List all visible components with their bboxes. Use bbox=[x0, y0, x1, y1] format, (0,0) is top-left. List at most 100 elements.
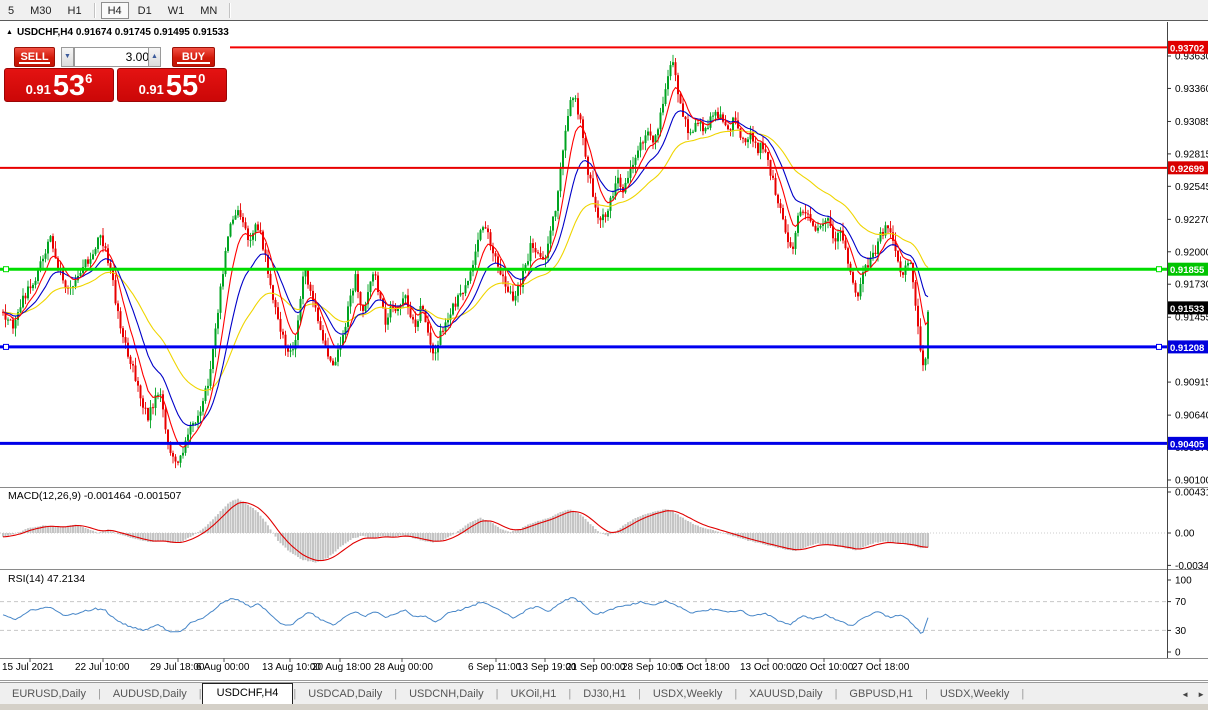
price-tick-label: 0.92270 bbox=[1175, 215, 1208, 226]
sell-button-label: SELL bbox=[20, 51, 49, 63]
tab-separator: | bbox=[495, 688, 499, 700]
tab-separator: | bbox=[293, 688, 297, 700]
chart-tab-bar: EURUSD,Daily | AUDUSD,Daily | USDCHF,H4 | USDC… bbox=[0, 682, 1208, 704]
timeframe-toolbar: 5 M30 H1 H4 D1 W1 MN bbox=[0, 0, 1208, 21]
tab-separator: | bbox=[394, 688, 398, 700]
tab-separator: | bbox=[198, 688, 202, 700]
one-click-trading-panel: ▲ USDCHF,H4 0.91674 0.91745 0.91495 0.915… bbox=[0, 22, 230, 104]
buy-price-prefix: 0.91 bbox=[138, 82, 164, 97]
buy-button-label: BUY bbox=[181, 51, 206, 63]
time-axis-label: 20 Aug 18:00 bbox=[312, 662, 371, 673]
sell-price-prefix: 0.91 bbox=[25, 82, 51, 97]
time-axis-label: 6 Sep 11:00 bbox=[468, 662, 522, 673]
time-axis-label: 5 Oct 18:00 bbox=[678, 662, 730, 673]
ma-fast-line bbox=[2, 86, 929, 448]
price-tick-label: 0.90100 bbox=[1175, 475, 1208, 486]
hline-handle[interactable] bbox=[3, 266, 9, 273]
tab-scroll-right-button[interactable]: ► bbox=[1197, 690, 1205, 699]
tab-audusd-daily[interactable]: AUDUSD,Daily bbox=[112, 688, 187, 700]
price-tick-label: 0.92000 bbox=[1175, 247, 1208, 258]
time-axis-label: 28 Sep 10:00 bbox=[622, 662, 682, 673]
macd-indicator-label: MACD(12,26,9) -0.001464 -0.001507 bbox=[8, 490, 182, 502]
tab-scroll-left-button[interactable]: ◄ bbox=[1181, 690, 1190, 699]
macd-signal-line bbox=[2, 501, 929, 562]
buy-price-pip: 0 bbox=[198, 71, 206, 86]
volume-decrease-button[interactable]: ▼ bbox=[61, 47, 74, 67]
time-axis-label: 15 Jul 2021 bbox=[2, 662, 54, 673]
price-line-badge-label: 0.91533 bbox=[1170, 304, 1204, 315]
volume-increase-button[interactable]: ▲ bbox=[148, 47, 161, 67]
time-axis-label: 28 Aug 00:00 bbox=[374, 662, 433, 673]
sell-button[interactable]: SELL bbox=[14, 47, 55, 67]
ma-slow-line bbox=[2, 129, 929, 391]
sell-price-pip: 6 bbox=[85, 71, 93, 86]
tab-separator: | bbox=[925, 688, 928, 700]
price-line-badge-label: 0.93702 bbox=[1170, 43, 1204, 54]
collapse-icon[interactable]: ▲ bbox=[6, 29, 13, 36]
timeframe-button-d1[interactable]: D1 bbox=[131, 2, 159, 19]
buy-price-display[interactable]: 0.91 55 0 bbox=[117, 68, 227, 102]
rsi-axis-label: 100 bbox=[1175, 576, 1192, 587]
rsi-indicator-label: RSI(14) 47.2134 bbox=[8, 573, 86, 585]
hline-handle[interactable] bbox=[1156, 266, 1162, 273]
time-axis-label: 6 Aug 00:00 bbox=[196, 662, 250, 673]
macd-axis-label: 0.00431 bbox=[1175, 488, 1208, 499]
tab-usdx-weekly[interactable]: USDX,Weekly bbox=[939, 688, 1010, 700]
toolbar-separator bbox=[93, 2, 96, 18]
chart-title: ▲ USDCHF,H4 0.91674 0.91745 0.91495 0.915… bbox=[6, 27, 229, 38]
timeframe-button-mn[interactable]: MN bbox=[193, 2, 224, 19]
tab-usdx-weekly[interactable]: USDX,Weekly bbox=[652, 688, 723, 700]
time-axis-label: 22 Jul 10:00 bbox=[75, 662, 130, 673]
chart-title-text: USDCHF,H4 0.91674 0.91745 0.91495 0.9153… bbox=[16, 27, 229, 38]
time-axis-label: 13 Oct 00:00 bbox=[740, 662, 798, 673]
toolbar-separator bbox=[229, 2, 232, 18]
chart-background bbox=[0, 21, 1208, 681]
price-line-badge bbox=[1168, 40, 1208, 54]
volume-input[interactable] bbox=[74, 47, 154, 67]
tab-usdcad-daily[interactable]: USDCAD,Daily bbox=[308, 688, 383, 700]
price-tick-label: 0.92545 bbox=[1175, 182, 1208, 193]
price-line-badge bbox=[1168, 301, 1208, 315]
hline-handle[interactable] bbox=[1156, 343, 1162, 350]
status-strip bbox=[0, 704, 1208, 710]
sell-underline bbox=[19, 62, 50, 64]
timeframe-button-m30[interactable]: M30 bbox=[23, 2, 58, 19]
timeframe-button-5[interactable]: 5 bbox=[1, 2, 21, 19]
price-tick-label: 0.90915 bbox=[1175, 378, 1208, 389]
tab-usdcnh-daily[interactable]: USDCNH,Daily bbox=[409, 688, 484, 700]
macd-axis-label: -0.003405 bbox=[1175, 561, 1208, 572]
tab-eurusd-daily[interactable]: EURUSD,Daily bbox=[12, 688, 86, 700]
ma-mid-line bbox=[2, 110, 929, 426]
rsi-axis-label: 70 bbox=[1175, 597, 1187, 608]
time-axis-label: 21 Sep 00:00 bbox=[566, 662, 626, 673]
timeframe-button-h1[interactable]: H1 bbox=[61, 2, 89, 19]
price-tick-label: 0.91455 bbox=[1175, 313, 1208, 324]
timeframe-button-h4[interactable]: H4 bbox=[100, 1, 129, 19]
price-line-badge-label: 0.90405 bbox=[1170, 439, 1205, 450]
tab-usdchf-h4[interactable]: USDCHF,H4 bbox=[201, 683, 294, 704]
tab-separator: | bbox=[834, 688, 838, 700]
tab-ukoil-h1[interactable]: UKOil,H1 bbox=[510, 688, 557, 700]
sell-price-big: 53 bbox=[52, 70, 86, 103]
tab-xauusd-daily[interactable]: XAUUSD,Daily bbox=[749, 688, 823, 700]
sell-price-display[interactable]: 0.91 53 6 bbox=[4, 68, 114, 102]
buy-button[interactable]: BUY bbox=[172, 47, 215, 67]
time-axis-label: 29 Jul 18:00 bbox=[150, 662, 205, 673]
tab-separator: | bbox=[734, 688, 738, 700]
time-axis-label: 20 Oct 10:00 bbox=[796, 662, 854, 673]
time-axis-label: 13 Aug 10:00 bbox=[262, 662, 321, 673]
price-tick-label: 0.93360 bbox=[1175, 84, 1208, 95]
tab-gbpusd-h1[interactable]: GBPUSD,H1 bbox=[849, 688, 913, 700]
tab-scroll-arrows: ◄ ► bbox=[1181, 690, 1205, 699]
buy-underline bbox=[177, 62, 210, 64]
macd-histogram bbox=[2, 498, 929, 563]
rsi-axis-label: 0 bbox=[1175, 648, 1181, 659]
timeframe-button-w1[interactable]: W1 bbox=[161, 2, 192, 19]
tab-separator: | bbox=[97, 688, 101, 700]
price-line-badge-label: 0.91208 bbox=[1170, 343, 1204, 354]
tab-dj30-h1[interactable]: DJ30,H1 bbox=[583, 688, 626, 700]
tab-separator: | bbox=[568, 688, 572, 700]
hline-handle[interactable] bbox=[3, 343, 9, 350]
